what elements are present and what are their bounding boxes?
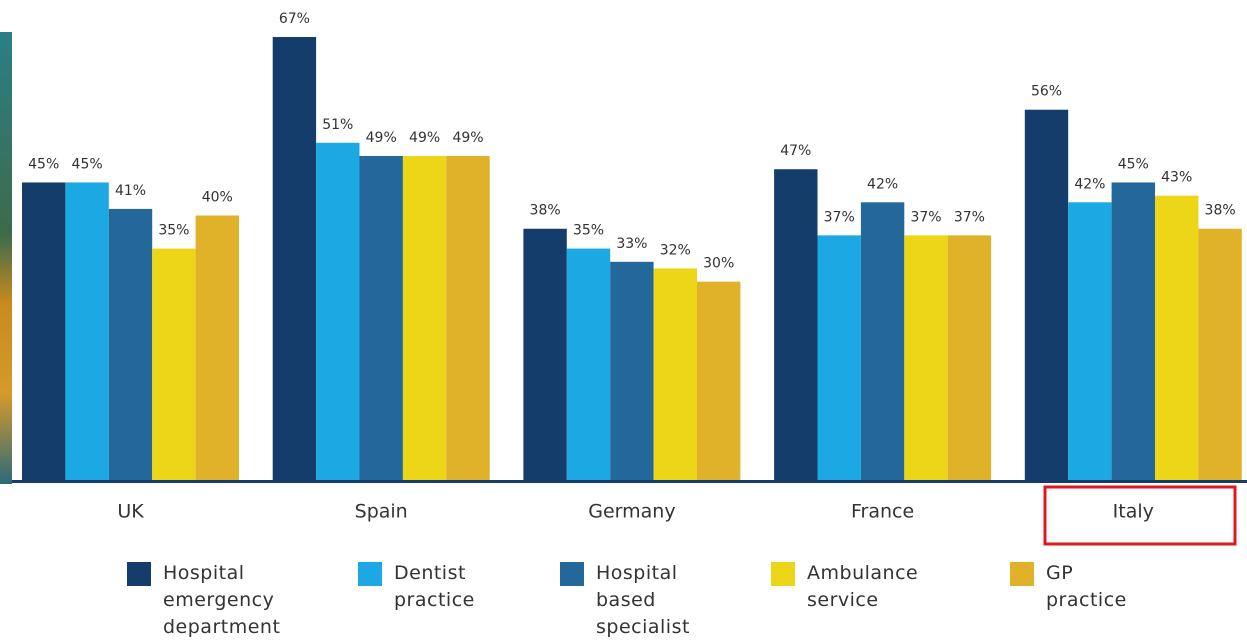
value-label: 38%	[1205, 203, 1236, 219]
bar	[22, 182, 66, 480]
value-label: 49%	[409, 130, 440, 146]
value-label: 43%	[1161, 170, 1192, 186]
bar	[316, 142, 360, 480]
bar	[1111, 182, 1155, 480]
value-label: 49%	[452, 130, 483, 146]
x-tick-label: Italy	[1113, 501, 1154, 523]
bar	[1024, 109, 1069, 480]
highlight-box	[1043, 485, 1237, 546]
legend-label: Ambulance service	[807, 562, 919, 611]
legend-swatch	[127, 562, 151, 586]
legend-label: GP practice	[1046, 562, 1127, 611]
legend-label: Hospital based specialist	[596, 562, 690, 638]
value-label: 37%	[954, 209, 985, 225]
value-label: 30%	[703, 256, 734, 272]
bar	[653, 268, 697, 480]
bar	[566, 248, 611, 480]
bar	[523, 228, 567, 480]
value-label: 45%	[28, 156, 59, 172]
legend-swatch	[560, 562, 584, 586]
bar	[904, 235, 948, 480]
bar	[947, 235, 992, 480]
bar	[817, 235, 861, 480]
legend-swatch	[771, 562, 795, 586]
bar	[402, 156, 447, 480]
legend-swatch	[1010, 562, 1034, 586]
bar	[152, 248, 196, 480]
bar	[108, 208, 153, 480]
value-label: 49%	[366, 130, 397, 146]
legend-label: Dentist practice	[394, 562, 475, 611]
bar	[272, 37, 317, 480]
value-label: 42%	[1074, 176, 1105, 192]
bar	[1155, 195, 1199, 480]
bar	[359, 156, 403, 480]
value-label: 38%	[530, 203, 561, 219]
value-label: 67%	[279, 11, 310, 27]
value-label: 45%	[1118, 156, 1149, 172]
decoration	[0, 32, 12, 484]
bar	[446, 156, 490, 480]
bar	[65, 182, 109, 480]
value-label: 35%	[158, 223, 189, 239]
bar	[697, 281, 741, 480]
bar	[774, 169, 818, 480]
value-label: 37%	[910, 209, 941, 225]
value-label: 37%	[824, 209, 855, 225]
value-label: 33%	[616, 236, 647, 252]
bar	[195, 215, 239, 480]
x-tick-label: Germany	[588, 501, 675, 523]
legend-label: Hospital emergency department	[163, 562, 281, 638]
value-label: 56%	[1031, 84, 1062, 100]
value-label: 32%	[660, 242, 691, 258]
bar	[1068, 202, 1112, 480]
x-tick-label: France	[851, 501, 914, 523]
x-tick-label: UK	[117, 501, 144, 523]
value-label: 42%	[867, 176, 898, 192]
legend-swatch	[358, 562, 382, 586]
value-label: 41%	[115, 183, 146, 199]
value-label: 51%	[322, 117, 353, 133]
value-label: 45%	[72, 156, 103, 172]
value-label: 47%	[780, 143, 811, 159]
bar	[1198, 228, 1242, 480]
value-label: 40%	[202, 190, 233, 206]
value-label: 35%	[573, 223, 604, 239]
x-tick-label: Spain	[355, 501, 408, 523]
bar	[860, 202, 905, 480]
bar	[610, 261, 654, 480]
